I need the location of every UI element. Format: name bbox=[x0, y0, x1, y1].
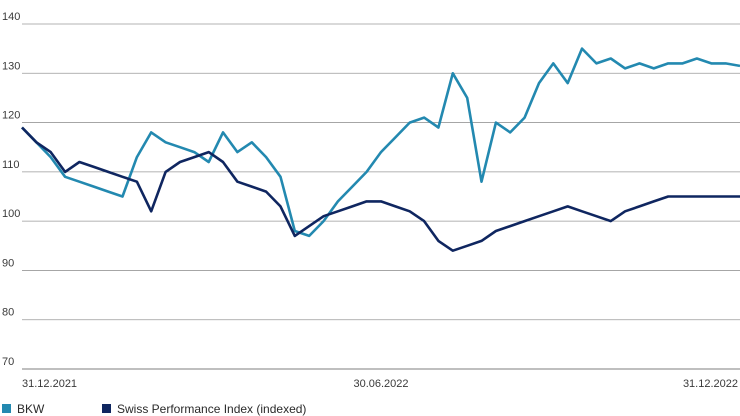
grid-lines bbox=[22, 23, 740, 370]
series-line-bkw bbox=[21, 47, 740, 238]
series-line-spi bbox=[21, 126, 740, 252]
y-axis-tick-labels: 70 80 90 100 110 120 130 140 bbox=[2, 11, 20, 368]
y-tick-label: 130 bbox=[2, 60, 20, 72]
legend-swatch-bkw bbox=[2, 404, 11, 413]
y-tick-label: 100 bbox=[2, 208, 20, 220]
x-tick-label: 31.12.2022 bbox=[683, 378, 738, 390]
legend-label-bkw: BKW bbox=[17, 402, 45, 416]
y-tick-label: 110 bbox=[2, 159, 20, 171]
y-tick-label: 90 bbox=[2, 257, 14, 269]
series-lines bbox=[21, 47, 740, 252]
x-tick-label: 31.12.2021 bbox=[22, 378, 77, 390]
legend-swatch-spi bbox=[102, 404, 111, 413]
x-axis-tick-labels: 31.12.2021 30.06.2022 31.12.2022 bbox=[22, 378, 738, 390]
y-tick-label: 80 bbox=[2, 307, 14, 319]
x-tick-label: 30.06.2022 bbox=[353, 378, 408, 390]
legend-label-spi: Swiss Performance Index (indexed) bbox=[117, 402, 306, 416]
y-tick-label: 70 bbox=[2, 356, 14, 368]
legend: BKW Swiss Performance Index (indexed) bbox=[2, 402, 306, 416]
y-tick-label: 140 bbox=[2, 11, 20, 23]
y-tick-label: 120 bbox=[2, 110, 20, 122]
